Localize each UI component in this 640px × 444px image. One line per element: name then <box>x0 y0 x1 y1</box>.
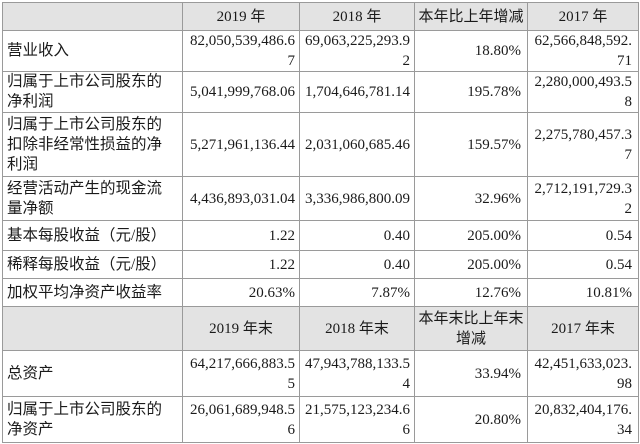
value-2019: 20.63% <box>182 278 300 307</box>
value-2018-year-end: 21,575,123,234.66 <box>299 396 415 443</box>
row-label: 经营活动产生的现金流量净额 <box>2 176 183 221</box>
value-2018-year-end: 47,943,788,133.54 <box>299 350 415 397</box>
header-row-year-end: 2019 年末 2018 年末 本年末比上年末增减 2017 年末 <box>2 306 639 351</box>
value-2019: 4,436,893,031.04 <box>182 176 300 221</box>
value-2017: 10.81% <box>527 278 639 307</box>
value-2017: 0.54 <box>527 220 639 251</box>
value-year-end-change: 20.80% <box>414 396 528 443</box>
header-2019: 2019 年 <box>182 2 300 31</box>
row-label: 加权平均净资产收益率 <box>2 278 183 307</box>
value-2018: 0.40 <box>299 250 415 279</box>
row-label: 归属于上市公司股东的扣除非经常性损益的净利润 <box>2 112 183 177</box>
header-2017: 2017 年 <box>527 2 639 31</box>
value-2019: 5,041,999,768.06 <box>182 71 300 113</box>
row-basic-eps: 基本每股收益（元/股） 1.22 0.40 205.00% 0.54 <box>2 220 639 251</box>
value-2019-year-end: 26,061,689,948.56 <box>182 396 300 443</box>
value-2018: 7.87% <box>299 278 415 307</box>
value-year-end-change: 33.94% <box>414 350 528 397</box>
value-2018: 1,704,646,781.14 <box>299 71 415 113</box>
row-net-profit-deducted: 归属于上市公司股东的扣除非经常性损益的净利润 5,271,961,136.44 … <box>2 112 639 177</box>
value-2017: 2,280,000,493.58 <box>527 71 639 113</box>
row-net-assets: 归属于上市公司股东的净资产 26,061,689,948.56 21,575,1… <box>2 396 639 443</box>
value-2018: 2,031,060,685.46 <box>299 112 415 177</box>
value-2018: 3,336,986,800.09 <box>299 176 415 221</box>
value-yoy-change: 32.96% <box>414 176 528 221</box>
header-yoy-change: 本年比上年增减 <box>414 2 528 31</box>
value-2017: 2,275,780,457.37 <box>527 112 639 177</box>
row-weighted-roe: 加权平均净资产收益率 20.63% 7.87% 12.76% 10.81% <box>2 278 639 307</box>
value-2019: 5,271,961,136.44 <box>182 112 300 177</box>
header-blank-cell <box>2 306 183 351</box>
value-yoy-change: 159.57% <box>414 112 528 177</box>
header-2019-year-end: 2019 年末 <box>182 306 300 351</box>
row-label: 总资产 <box>2 350 183 397</box>
header-row-annual: 2019 年 2018 年 本年比上年增减 2017 年 <box>2 2 639 31</box>
row-operating-revenue: 营业收入 82,050,539,486.67 69,063,225,293.92… <box>2 30 639 72</box>
value-2019-year-end: 64,217,666,883.55 <box>182 350 300 397</box>
value-2017: 0.54 <box>527 250 639 279</box>
value-2019: 1.22 <box>182 250 300 279</box>
value-2018: 69,063,225,293.92 <box>299 30 415 72</box>
value-yoy-change: 18.80% <box>414 30 528 72</box>
value-2017-year-end: 42,451,633,023.98 <box>527 350 639 397</box>
row-label: 基本每股收益（元/股） <box>2 220 183 251</box>
value-yoy-change: 195.78% <box>414 71 528 113</box>
row-label: 归属于上市公司股东的净资产 <box>2 396 183 443</box>
value-2017: 2,712,191,729.32 <box>527 176 639 221</box>
header-2017-year-end: 2017 年末 <box>527 306 639 351</box>
row-label: 归属于上市公司股东的净利润 <box>2 71 183 113</box>
header-blank-cell <box>2 2 183 31</box>
value-2017: 62,566,848,592.71 <box>527 30 639 72</box>
value-yoy-change: 205.00% <box>414 220 528 251</box>
row-total-assets: 总资产 64,217,666,883.55 47,943,788,133.54 … <box>2 350 639 397</box>
header-2018: 2018 年 <box>299 2 415 31</box>
value-2019: 1.22 <box>182 220 300 251</box>
header-year-end-change: 本年末比上年末增减 <box>414 306 528 351</box>
row-label: 营业收入 <box>2 30 183 72</box>
row-diluted-eps: 稀释每股收益（元/股） 1.22 0.40 205.00% 0.54 <box>2 250 639 279</box>
row-operating-cash-flow: 经营活动产生的现金流量净额 4,436,893,031.04 3,336,986… <box>2 176 639 221</box>
value-2018: 0.40 <box>299 220 415 251</box>
value-yoy-change: 205.00% <box>414 250 528 279</box>
header-2018-year-end: 2018 年末 <box>299 306 415 351</box>
row-label: 稀释每股收益（元/股） <box>2 250 183 279</box>
value-2017-year-end: 20,832,404,176.34 <box>527 396 639 443</box>
row-net-profit: 归属于上市公司股东的净利润 5,041,999,768.06 1,704,646… <box>2 71 639 113</box>
value-2019: 82,050,539,486.67 <box>182 30 300 72</box>
value-yoy-change: 12.76% <box>414 278 528 307</box>
